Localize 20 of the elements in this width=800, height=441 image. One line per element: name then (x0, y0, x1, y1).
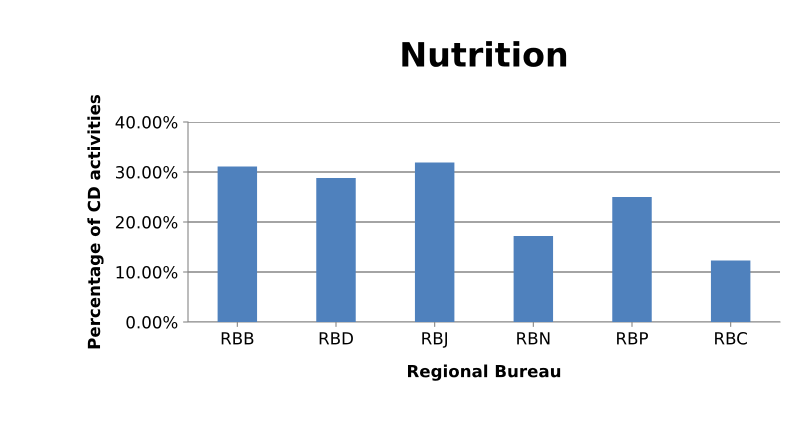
bar (414, 162, 454, 322)
y-tick-label: 0.00% (126, 316, 178, 329)
y-axis-title: Percentage of CD activities (87, 94, 104, 348)
x-tick-label: RBB (222, 332, 254, 344)
bar (514, 236, 554, 322)
x-tick-label: RBN (517, 332, 550, 344)
x-axis-title: Regional Bureau (408, 364, 560, 381)
y-tick-label: 20.00% (116, 216, 178, 229)
x-tick-label: RBP (617, 332, 648, 344)
y-tick-label: 40.00% (116, 116, 178, 129)
y-tick-label: 10.00% (116, 266, 178, 279)
x-tick-label: RBD (320, 332, 353, 344)
bar (612, 197, 652, 322)
bar (710, 260, 750, 322)
y-tick-label: 30.00% (116, 166, 178, 179)
x-tick-label: RBC (715, 332, 747, 345)
bar (218, 166, 258, 322)
x-tick-label: RBJ (422, 332, 447, 348)
chart-title: Nutrition (402, 41, 566, 67)
bar (316, 178, 356, 322)
